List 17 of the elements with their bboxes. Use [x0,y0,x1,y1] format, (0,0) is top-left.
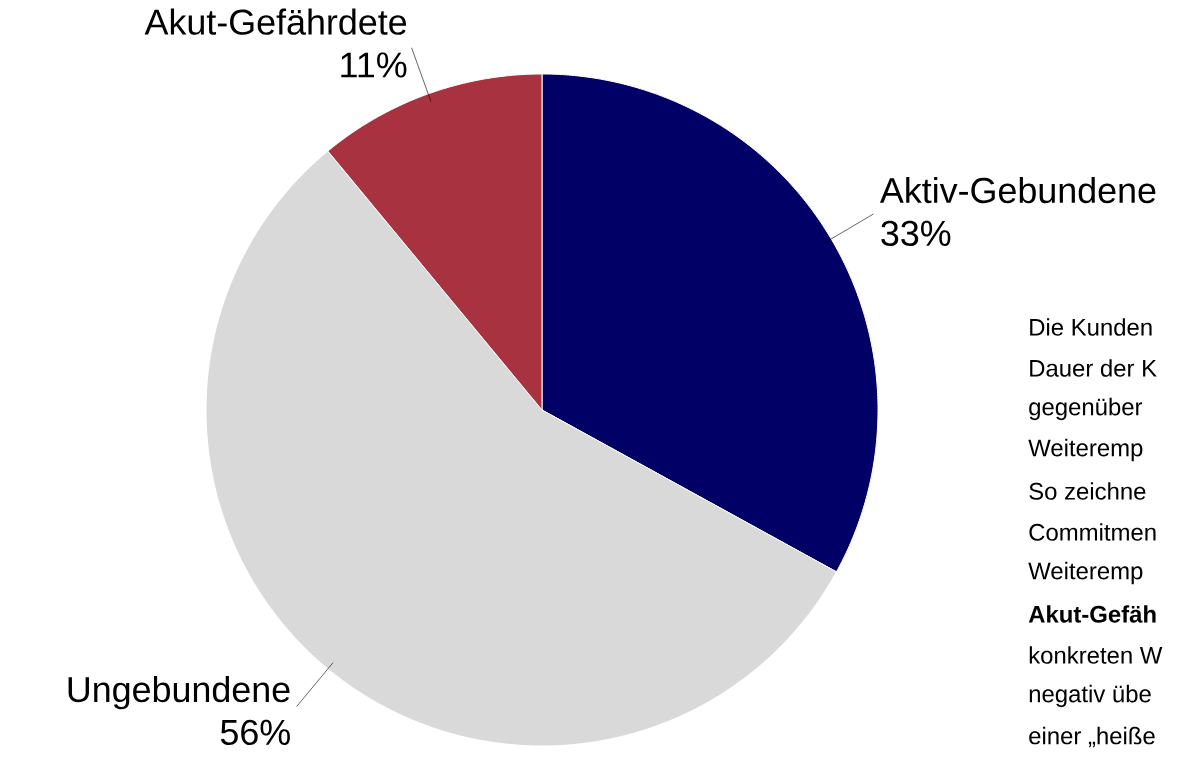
slice-label: Aktiv-Gebundene [879,176,1156,204]
text: negativ übe [1029,684,1151,708]
data-label: 11% [341,52,407,78]
text: einer „heiße [1029,726,1155,748]
text: Weiteremp [1028,438,1143,462]
slice-label: Akut-Gefährdete [144,8,407,35]
text: Die Kunden [1030,318,1152,336]
text: konkreten W [1029,646,1163,664]
text: Commitmen [1029,523,1156,541]
data-label: 56% [220,719,290,746]
text: Dauer der K [1030,359,1157,377]
text: gegenüber [1029,397,1143,421]
text: Akut-Gefäh [1028,605,1156,623]
data-label: 33% [881,220,951,247]
text: Weiteremp [1028,561,1143,585]
slice-label: Ungebundene [68,675,290,710]
text: So zeichne [1029,482,1146,500]
